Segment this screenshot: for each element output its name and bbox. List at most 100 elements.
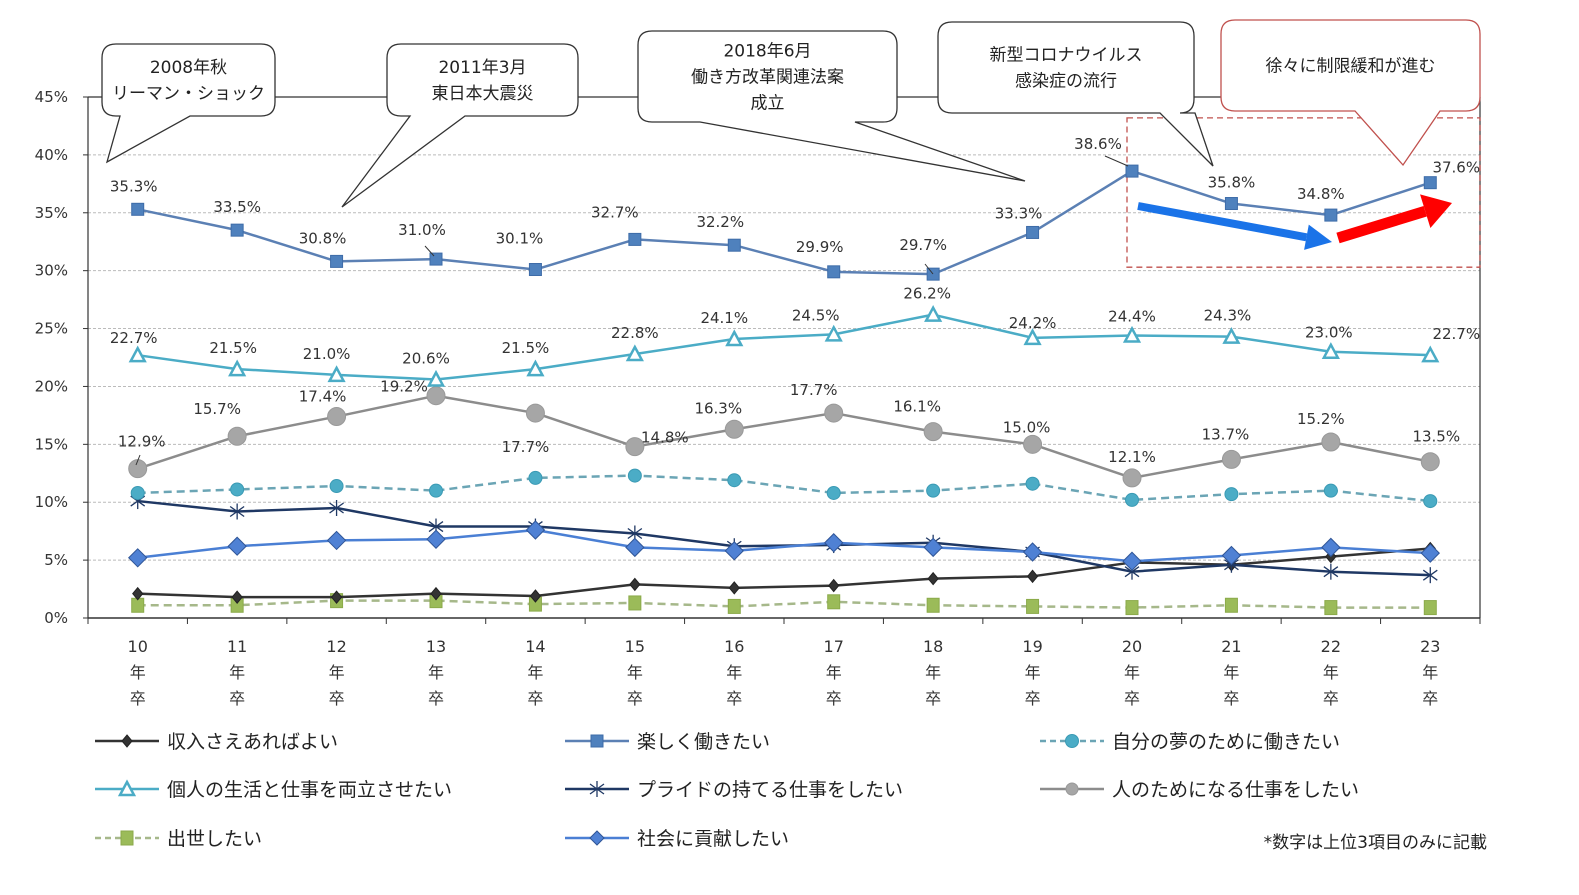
legend-label: 出世したい	[167, 828, 262, 850]
x-tick-label: 卒	[1223, 689, 1239, 708]
series-line	[137, 394, 1431, 480]
data-label: 17.7%	[502, 438, 550, 456]
data-point	[1323, 483, 1338, 498]
data-label: 33.5%	[213, 198, 261, 216]
gridlines	[88, 96, 1480, 561]
legend-item: 出世したい	[95, 828, 262, 850]
data-point	[1025, 476, 1040, 491]
data-point	[528, 263, 542, 277]
data-point	[131, 202, 145, 216]
data-point	[128, 459, 148, 479]
x-tick-label: 年	[428, 663, 444, 682]
x-tick-label: 卒	[130, 689, 146, 708]
callout-text: 徐々に制限緩和が進む	[1266, 57, 1436, 77]
data-point	[1224, 597, 1238, 613]
highlight-region-box	[1126, 117, 1481, 268]
data-label: 24.2%	[1009, 314, 1057, 332]
legend-item: 自分の夢のために働きたい	[1040, 731, 1340, 753]
data-point	[1026, 225, 1040, 239]
data-point	[227, 536, 247, 556]
x-tick-label: 20	[1122, 637, 1142, 656]
data-label: 22.7%	[110, 329, 158, 347]
legend-marker	[120, 830, 134, 846]
data-point	[628, 595, 642, 611]
data-point	[327, 407, 347, 427]
data-label: 22.8%	[611, 324, 659, 342]
y-tick-label: 30%	[35, 262, 68, 280]
data-point	[1421, 345, 1440, 363]
series-4	[130, 493, 1438, 584]
legend-label: 楽しく働きたい	[637, 731, 770, 753]
data-point	[824, 403, 844, 423]
arrow-shaft	[1137, 202, 1308, 242]
x-tick-label: 年	[229, 663, 245, 682]
legend-marker	[121, 734, 133, 748]
data-point	[1023, 328, 1042, 346]
data-label: 24.5%	[792, 306, 840, 324]
data-point	[426, 386, 446, 406]
legend-label: 社会に貢献したい	[637, 828, 789, 850]
data-point	[725, 329, 744, 347]
callout-text: 2008年秋	[150, 58, 227, 78]
data-label: 22.7%	[1432, 325, 1480, 343]
data-point	[525, 520, 546, 540]
data-point	[230, 223, 244, 237]
data-point	[827, 594, 841, 610]
data-point	[828, 578, 840, 593]
data-label: 14.8%	[641, 429, 689, 447]
y-tick-label: 20%	[35, 377, 68, 395]
data-point	[1221, 449, 1241, 469]
data-point	[1321, 537, 1341, 558]
data-point	[128, 345, 147, 363]
trend-arrow-up	[1336, 194, 1452, 244]
legend-marker	[590, 734, 604, 748]
star-stroke	[1323, 566, 1339, 578]
data-point	[525, 403, 545, 423]
data-label: 15.0%	[1003, 418, 1051, 436]
callout-text: 新型コロナウイルス	[990, 46, 1143, 66]
data-point	[1323, 563, 1339, 580]
data-label: 21.0%	[303, 345, 351, 363]
data-point	[1125, 600, 1139, 616]
legend-label: 自分の夢のために働きたい	[1112, 731, 1340, 753]
x-tick-label: 年	[130, 663, 146, 682]
series-line	[137, 474, 1431, 503]
data-point	[1122, 468, 1142, 488]
data-point	[1423, 176, 1437, 190]
data-point	[1221, 545, 1242, 566]
x-tick-label: 卒	[229, 689, 245, 708]
callout-text: リーマン・ショック	[112, 84, 265, 104]
data-point	[1224, 197, 1238, 211]
data-label: 35.8%	[1208, 174, 1256, 192]
star-stroke	[1124, 566, 1140, 578]
data-point	[1423, 494, 1438, 509]
x-tick-label: 23	[1420, 637, 1440, 656]
data-point	[824, 533, 844, 553]
legend-label: 収入さえあればよい	[167, 731, 338, 753]
x-tick-label: 卒	[1124, 689, 1140, 708]
callout-text: 感染症の流行	[1015, 72, 1117, 92]
data-label: 35.3%	[110, 177, 158, 195]
data-point	[1224, 487, 1239, 502]
callout-text: 働き方改革関連法案	[691, 68, 844, 88]
data-label: 15.7%	[193, 400, 241, 418]
data-point	[1125, 492, 1139, 507]
callout-text: 東日本大震災	[432, 84, 534, 104]
label-leader	[424, 245, 435, 257]
data-label: 24.3%	[1204, 307, 1252, 325]
data-label: 20.6%	[402, 349, 450, 367]
series-line	[137, 169, 1431, 276]
data-point	[128, 548, 148, 568]
x-tick-label: 16	[724, 637, 744, 656]
footnote: *数字は上位3項目のみに記載	[1264, 833, 1487, 853]
legend-marker	[1065, 782, 1079, 796]
data-point	[326, 530, 347, 551]
data-point	[1420, 452, 1440, 472]
data-point	[727, 473, 742, 488]
legend: 収入さえあればよい 楽しく働きたい 自分の夢のために働きたい個人の生活と仕事を両立さ…	[95, 731, 1359, 850]
legend-label: プライドの持てる仕事をしたい	[637, 779, 903, 801]
data-point	[625, 437, 645, 457]
x-tick-label: 卒	[329, 689, 345, 708]
x-tick-label: 12	[326, 637, 346, 656]
